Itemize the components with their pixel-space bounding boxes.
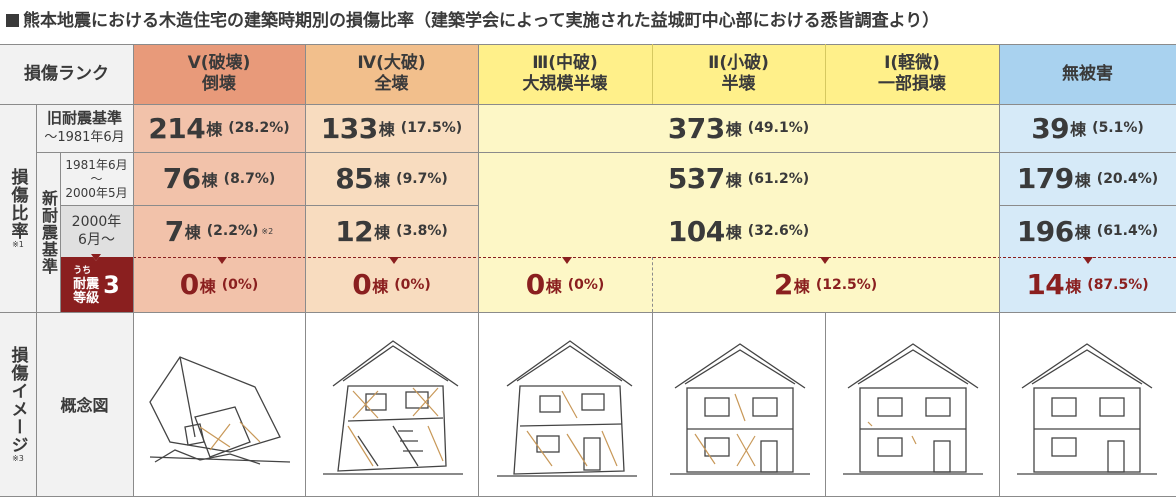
yellow-body-bg bbox=[478, 104, 999, 312]
undamaged-house-illustration bbox=[1017, 343, 1157, 475]
blue-header-bg bbox=[999, 44, 1176, 104]
grade3-arrow-icon bbox=[91, 254, 101, 261]
down-arrow-icon bbox=[217, 257, 227, 264]
minor-damage-house-illustration bbox=[670, 343, 810, 475]
col2-header: Ⅱ(小破) 半壊 bbox=[708, 53, 769, 94]
new-period-label: 2000年 6月〜 bbox=[71, 214, 122, 248]
new-col0-value: 196 棟 (61.4%) bbox=[1016, 214, 1159, 248]
mid-col0-value: 179 棟 (20.4%) bbox=[1016, 162, 1159, 195]
col5-body-bg bbox=[133, 104, 305, 312]
col5-header: Ⅴ(破壊) 倒壊 bbox=[187, 53, 251, 94]
old-standard-label: 旧耐震基準 〜1981年6月 bbox=[44, 109, 125, 145]
down-arrow-icon bbox=[820, 257, 830, 264]
col4-header-bg bbox=[305, 44, 478, 104]
damage-table: 損傷ランク Ⅴ(破壊) 倒壊 Ⅳ(大破) 全壊 Ⅲ(中破) 大規模半壊 Ⅱ(小破) 半壊… bbox=[0, 44, 1176, 497]
col3-header: Ⅲ(中破) 大規模半壊 bbox=[522, 53, 608, 94]
down-arrow-icon bbox=[562, 257, 572, 264]
slight-damage-house-illustration bbox=[843, 343, 983, 475]
old-col5-value: 214 棟 (28.2%) bbox=[148, 111, 290, 145]
blue-body-bg bbox=[999, 104, 1176, 312]
yellow-header-bg bbox=[478, 44, 999, 104]
col4-body-bg bbox=[305, 104, 478, 312]
grade3-label-bg bbox=[60, 257, 133, 312]
new-col5-value: 7 棟 (2.2%) ※2 bbox=[164, 214, 274, 248]
down-arrow-icon bbox=[1083, 257, 1093, 264]
moderately-damaged-house-illustration bbox=[497, 340, 637, 477]
ratio-side-label: 損傷比率 ※1 bbox=[7, 167, 28, 249]
image-row-bg bbox=[133, 312, 1176, 496]
damage-rank-header: 損傷ランク bbox=[24, 63, 109, 84]
mid-period-label: 1981年6月 〜 2000年5月 bbox=[65, 157, 128, 200]
col5-header-bg bbox=[133, 44, 305, 104]
old-col4-value: 133 棟 (17.5%) bbox=[320, 111, 463, 145]
grade3-col0-value: 14 棟 (87.5%) bbox=[1026, 268, 1149, 301]
mid-col5-value: 76 棟 (8.7%) bbox=[162, 162, 276, 195]
mid-col321-value: 537 棟 (61.2%) bbox=[667, 162, 810, 195]
new-period-label-bg bbox=[60, 205, 133, 257]
image-left-bg bbox=[0, 312, 133, 496]
old-col0-value: 39 棟 (5.1%) bbox=[1031, 111, 1144, 145]
col4-header: Ⅳ(大破) 全壊 bbox=[357, 53, 426, 94]
page-title: 熊本地震における木造住宅の建築時期別の損傷比率（建築学会によって実施された益城町… bbox=[6, 6, 939, 31]
new-col321-value: 104 棟 (32.6%) bbox=[667, 214, 810, 248]
col1-header: Ⅰ(軽微) 一部損壊 bbox=[878, 53, 946, 94]
down-arrow-icon bbox=[389, 257, 399, 264]
grade3-label: うち 耐震 等級 3 bbox=[73, 265, 120, 306]
col0-header: 無被害 bbox=[1062, 63, 1113, 84]
grade3-col21-value: 2 棟 (12.5%) bbox=[773, 268, 878, 301]
grade3-col5-value: 0 棟 (0%) bbox=[179, 268, 259, 301]
grade3-col4-value: 0 棟 (0%) bbox=[352, 268, 431, 301]
concept-label: 概念図 bbox=[60, 396, 109, 415]
image-side-label: 損傷イメージ ※3 bbox=[7, 345, 28, 463]
new-col4-value: 12 棟 (3.8%) bbox=[335, 214, 448, 248]
collapsed-house-illustration bbox=[149, 356, 291, 465]
heavily-damaged-house-illustration bbox=[323, 340, 463, 475]
grade3-col3-value: 0 棟 (0%) bbox=[525, 268, 605, 301]
mid-col4-value: 85 棟 (9.7%) bbox=[335, 162, 448, 195]
new-standard-label: 新耐震基準 bbox=[39, 189, 58, 275]
square-bullet-icon bbox=[6, 14, 19, 27]
old-col321-value: 373 棟 (49.1%) bbox=[667, 111, 810, 145]
